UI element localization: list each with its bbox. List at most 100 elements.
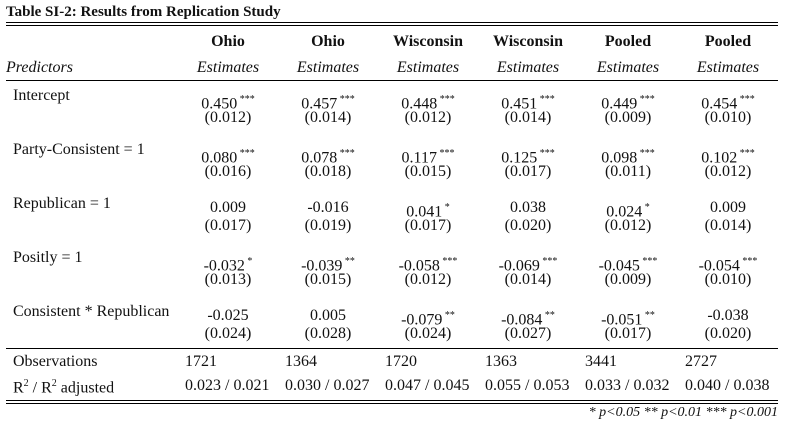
estimate-value: 0.098 (601, 149, 638, 167)
predictor-label: Republican = 1 (13, 195, 111, 212)
r-squared-label-part: / R (28, 379, 52, 397)
standard-error: (0.024) (204, 325, 252, 342)
estimate-value: 0.450 (201, 95, 238, 113)
estimate-value: 0.117 (401, 149, 437, 167)
observations-value: 2727 (685, 353, 717, 370)
column-subheader: Estimates (496, 59, 560, 76)
standard-error: (0.018) (304, 163, 352, 180)
estimate-cell: -0.032 * (178, 253, 278, 275)
column-group-header: Pooled (604, 33, 652, 50)
standard-error: (0.012) (404, 109, 452, 126)
column-subheader: Estimates (396, 59, 460, 76)
significance-stars: *** (737, 148, 755, 159)
estimate-cell: 0.117 *** (378, 145, 478, 167)
estimate-value: 0.009 (710, 199, 746, 216)
r-squared-value: 0.047 / 0.045 (385, 377, 470, 394)
estimate-cell: -0.054 *** (678, 253, 778, 275)
estimate-value: -0.069 (498, 257, 540, 275)
estimate-value: -0.054 (698, 257, 740, 275)
standard-error: (0.013) (204, 271, 252, 288)
column-group-header: Ohio (211, 33, 245, 50)
standard-error: (0.014) (304, 109, 352, 126)
estimate-cell: -0.025 (178, 307, 278, 325)
significance-stars: *** (237, 94, 255, 105)
estimate-value: -0.038 (707, 307, 749, 324)
significance-stars: *** (637, 148, 655, 159)
r-squared-value: 0.023 / 0.021 (185, 377, 270, 394)
significance-stars: *** (439, 256, 458, 267)
estimate-cell: 0.457 *** (278, 91, 378, 113)
standard-error: (0.020) (704, 325, 752, 342)
predictor-label: Consistent * Republican (13, 303, 170, 320)
estimate-value: -0.016 (307, 199, 349, 216)
r-squared-value: 0.030 / 0.027 (285, 377, 370, 394)
significance-stars: * (442, 202, 450, 213)
estimate-cell: 0.080 *** (178, 145, 278, 167)
predictor-label: Intercept (13, 87, 70, 104)
significance-stars: ** (642, 310, 655, 321)
estimate-value: 0.125 (501, 149, 538, 167)
significance-stars: *** (437, 94, 455, 105)
standard-error: (0.015) (404, 163, 452, 180)
column-group-header: Ohio (311, 33, 345, 50)
estimate-value: -0.045 (598, 257, 640, 275)
estimate-cell: 0.451 *** (478, 91, 578, 113)
observations-value: 1720 (385, 353, 417, 370)
observations-label: Observations (13, 353, 98, 370)
significance-stars: *** (639, 256, 658, 267)
estimate-cell: -0.069 *** (478, 253, 578, 275)
estimate-cell: -0.039 ** (278, 253, 378, 275)
significance-stars: *** (436, 148, 455, 159)
estimate-cell: -0.016 (278, 199, 378, 217)
estimate-value: 0.457 (301, 95, 338, 113)
top-rule (6, 22, 778, 26)
estimate-cell: -0.079 ** (378, 307, 478, 329)
standard-error: (0.009) (604, 271, 652, 288)
standard-error: (0.020) (504, 217, 552, 234)
standard-error: (0.012) (404, 271, 452, 288)
significance-stars: *** (637, 94, 655, 105)
estimate-cell: 0.005 (278, 307, 378, 325)
estimate-value: -0.079 (401, 311, 443, 329)
bottom-rule (6, 400, 778, 404)
significance-stars: *** (337, 148, 355, 159)
estimate-cell: 0.450 *** (178, 91, 278, 113)
estimate-cell: -0.038 (678, 307, 778, 325)
standard-error: (0.017) (604, 325, 652, 342)
estimate-value: 0.078 (301, 149, 338, 167)
estimate-value: -0.058 (398, 257, 440, 275)
estimate-cell: 0.009 (678, 199, 778, 217)
estimate-value: 0.449 (601, 95, 638, 113)
r-squared-value: 0.055 / 0.053 (485, 377, 570, 394)
estimate-value: 0.448 (401, 95, 438, 113)
estimate-value: 0.038 (510, 199, 546, 216)
r-squared-label-part: adjusted (56, 379, 115, 397)
estimate-value: 0.102 (701, 149, 738, 167)
standard-error: (0.019) (304, 217, 352, 234)
observations-value: 1364 (285, 353, 317, 370)
standard-error: (0.017) (204, 217, 252, 234)
r-squared-label: R2 / R2 adjusted (13, 378, 114, 397)
observations-value: 3441 (585, 353, 617, 370)
column-group-header: Wisconsin (393, 33, 463, 50)
significance-footnote: * p<0.05 ** p<0.01 *** p<0.001 (588, 405, 778, 420)
standard-error: (0.017) (504, 163, 552, 180)
r-squared-value: 0.040 / 0.038 (685, 377, 770, 394)
estimate-value: -0.051 (601, 311, 643, 329)
standard-error: (0.016) (204, 163, 252, 180)
significance-stars: *** (237, 148, 255, 159)
estimate-value: 0.451 (501, 95, 538, 113)
estimate-cell: -0.084 ** (478, 307, 578, 329)
significance-stars: ** (342, 256, 355, 267)
standard-error: (0.012) (704, 163, 752, 180)
r-squared-label-part: 2 (51, 378, 57, 389)
estimate-value: -0.032 (203, 257, 245, 275)
estimate-value: 0.454 (701, 95, 738, 113)
standard-error: (0.027) (504, 325, 552, 342)
standard-error: (0.009) (604, 109, 652, 126)
standard-error: (0.012) (204, 109, 252, 126)
column-subheader: Estimates (196, 59, 260, 76)
estimate-value: 0.009 (210, 199, 246, 216)
r-squared-label-part: 2 (23, 378, 29, 389)
estimate-value: -0.084 (501, 311, 543, 329)
